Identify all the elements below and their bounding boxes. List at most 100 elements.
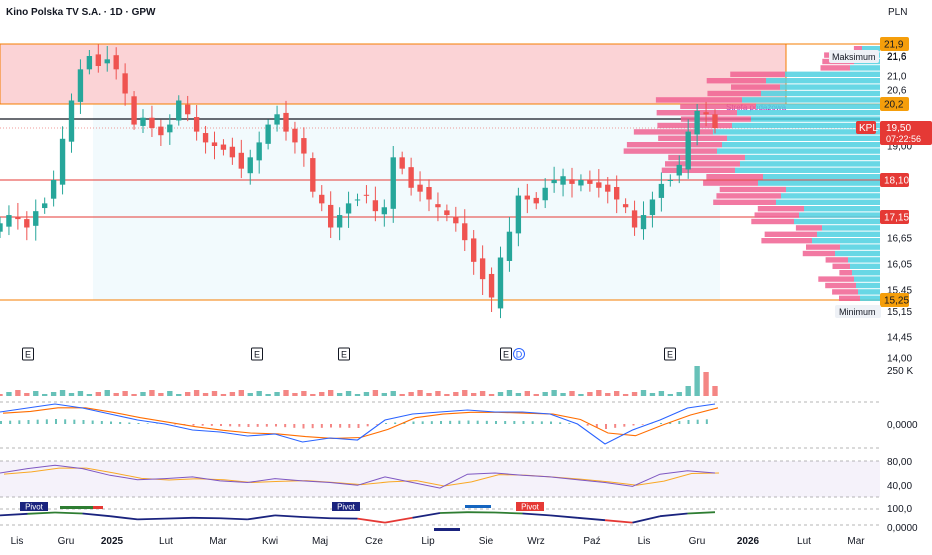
macd-hist-4-0 [110, 422, 112, 425]
macd-hist-18-2 [513, 421, 515, 424]
volume-profile-down-25 [758, 206, 804, 211]
macd-hist-2-1 [64, 419, 66, 424]
macd-hist-0-0 [0, 421, 2, 424]
volume-bar-23 [203, 393, 208, 396]
macd-hist-12-0 [330, 424, 332, 428]
y-tick-8: 14,00 [887, 354, 912, 365]
dividend-marker-label-4: D [516, 350, 523, 360]
volume-profile-down-13 [634, 129, 713, 134]
volume-profile-down-31 [806, 244, 840, 249]
candle-75 [668, 180, 673, 181]
volume-profile-down-34 [833, 264, 851, 269]
volume-bar-71 [632, 392, 637, 396]
macd-hist-7-1 [202, 424, 204, 426]
volume-bar-54 [480, 391, 485, 396]
volume-profile-up-20 [763, 174, 880, 179]
candle-63 [560, 176, 565, 184]
macd-hist-1-1 [37, 420, 39, 424]
pivot-segment-5 [138, 519, 166, 520]
volume-bar-29 [257, 391, 262, 396]
volume-bar-66 [587, 392, 592, 396]
candle-44 [391, 157, 396, 208]
volume-profile-down-24 [713, 200, 776, 205]
candle-39 [346, 203, 351, 213]
price-tag-1: 20,2 [884, 100, 904, 111]
x-tick-6: Maj [312, 536, 328, 547]
macd-hist-4-2 [128, 423, 130, 425]
volume-bar-30 [265, 394, 270, 396]
candle-59 [525, 196, 530, 200]
pivot-segment-6 [165, 518, 193, 519]
candle-1 [6, 215, 11, 227]
candle-10 [87, 56, 92, 69]
volume-bar-62 [551, 390, 556, 396]
volume-profile-down-37 [825, 283, 856, 288]
candle-12 [105, 59, 110, 63]
pivot-segment-24 [660, 513, 688, 516]
earnings-marker-label-1: E [254, 350, 260, 360]
volume-profile-down-39 [839, 296, 860, 301]
macd-hist-15-1 [422, 421, 424, 424]
macd-hist-2-2 [73, 420, 75, 424]
last-price-value: 19,50 [886, 123, 911, 134]
x-tick-7: Cze [365, 536, 383, 547]
volume-bar-4 [33, 391, 38, 396]
candle-29 [257, 142, 262, 160]
volume-profile-up-10 [737, 110, 880, 115]
y-tick-7: 14,45 [887, 333, 912, 344]
pivot-segment-22 [605, 520, 633, 522]
pivot-segment-19 [523, 513, 551, 515]
volume-bar-19 [167, 391, 172, 396]
volume-bar-33 [292, 393, 297, 396]
x-tick-2: 2025 [101, 536, 124, 547]
symbol-tag: KPL [859, 123, 878, 134]
candle-69 [614, 187, 619, 199]
volume-bar-63 [560, 393, 565, 396]
volume-bar-76 [677, 392, 682, 396]
candle-13 [114, 55, 119, 69]
volume-profile-up-16 [717, 148, 880, 153]
volume-profile-up-7 [761, 91, 880, 96]
macd-hist-5-1 [147, 423, 149, 424]
pivot-segment-1 [28, 513, 56, 514]
x-tick-15: Lut [797, 536, 811, 547]
macd-hist-7-0 [193, 424, 195, 426]
volume-bar-25 [221, 394, 226, 396]
pivot-tag-0: Pivot [25, 503, 44, 512]
macd-hist-3-0 [83, 420, 85, 424]
max-label: Maksimum [832, 52, 876, 62]
volume-bar-5 [42, 394, 47, 396]
volume-bar-64 [569, 391, 574, 396]
volume-profile-up-25 [804, 206, 880, 211]
candle-40 [355, 199, 360, 200]
candle-43 [382, 207, 387, 214]
price-tag-0: 21,9 [884, 40, 904, 51]
volume-profile-down-32 [803, 251, 835, 256]
x-tick-8: Lip [421, 536, 435, 547]
x-tick-14: 2026 [737, 536, 760, 547]
macd-hist-22-0 [605, 424, 607, 429]
volume-bar-74 [659, 391, 664, 396]
volume-bar-51 [453, 392, 458, 396]
macd-hist-11-2 [321, 424, 323, 428]
price-tag-3: 17,15 [884, 213, 909, 224]
volume-profile-up-36 [854, 276, 880, 281]
macd-hist-7-2 [211, 424, 213, 426]
volume-profile-up-5 [766, 78, 880, 83]
earnings-marker-label-5: E [667, 350, 673, 360]
candle-55 [489, 274, 494, 298]
max-label-value: 21,6 [887, 52, 907, 63]
x-tick-5: Kwi [262, 536, 278, 547]
candle-48 [426, 187, 431, 199]
y-tick-1: 21,0 [887, 72, 907, 83]
volume-profile-down-5 [707, 78, 766, 83]
volume-profile-up-19 [735, 168, 880, 173]
earnings-marker-label-2: E [341, 350, 347, 360]
volume-bar-32 [283, 390, 288, 396]
x-tick-10: Wrz [527, 536, 545, 547]
pivot-segment-8 [220, 518, 248, 519]
candle-54 [480, 258, 485, 279]
volume-bar-35 [310, 394, 315, 396]
y-tick-4: 16,65 [887, 234, 912, 245]
